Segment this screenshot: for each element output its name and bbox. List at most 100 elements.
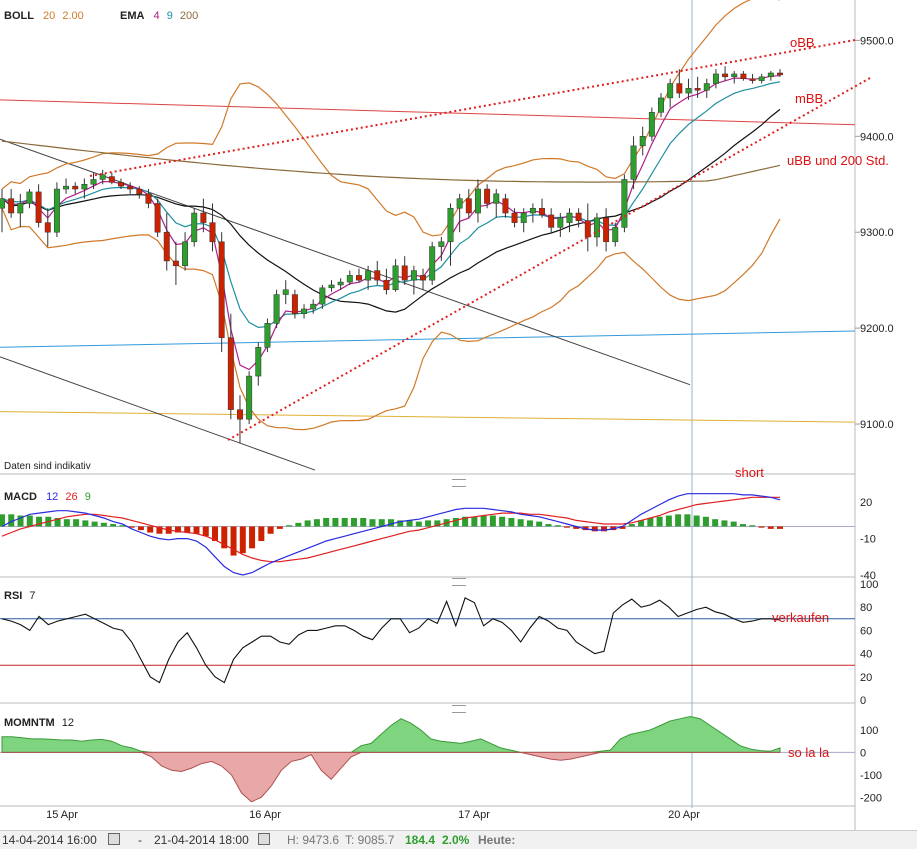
resize-handle[interactable] (452, 578, 466, 586)
candle (429, 246, 436, 281)
candle (566, 212, 573, 223)
macd-histogram-bar (369, 519, 376, 527)
candle (172, 260, 179, 267)
macd-histogram-bar (341, 517, 348, 527)
macd-histogram-bar (202, 526, 209, 537)
candle (520, 212, 527, 223)
macd-panel: 20 -10 -40 (0, 493, 876, 582)
macd-histogram-bar (471, 516, 478, 527)
candle (209, 222, 216, 243)
calendar-icon[interactable] (108, 833, 120, 848)
boll-legend: BOLL 20 2.00 (4, 10, 84, 22)
macd-histogram-bar (536, 521, 543, 527)
bollinger-middle (1, 108, 781, 313)
y-tick-label: 0 (860, 747, 866, 759)
macd-histogram-bar (82, 520, 89, 527)
macd-histogram-bar (489, 515, 496, 527)
y-tick-label: 60 (860, 625, 872, 637)
start-date: 14-04-2014 16:00 (2, 833, 97, 847)
candle (72, 185, 79, 190)
rsi-panel: 100 80 60 40 20 0 (0, 579, 878, 707)
rsi-line (1, 597, 781, 684)
momentum-positive-area (1, 715, 781, 753)
macd-histogram-bar (749, 525, 756, 527)
candle (108, 176, 115, 183)
candle (474, 188, 481, 214)
macd-histogram-bar (406, 520, 413, 527)
candle (648, 112, 655, 137)
macd-histogram-bar (36, 516, 43, 527)
candle (255, 347, 262, 377)
macd-histogram-bar (665, 515, 672, 527)
low-value: T: 9085.7 (345, 833, 395, 847)
trend-line (0, 138, 691, 386)
macd-histogram-bar (462, 516, 469, 527)
macd-legend: MACD 12 26 9 (4, 491, 91, 503)
end-date: 21-04-2014 18:00 (154, 833, 249, 847)
date-label: 20 Apr (668, 809, 700, 821)
annotation-ubb: uBB und 200 Std. (787, 153, 889, 168)
macd-histogram-bar (452, 517, 459, 527)
annotation-mbb: mBB (795, 91, 823, 106)
y-tick-label: 80 (860, 602, 872, 614)
candle (712, 73, 719, 84)
candle (328, 284, 335, 289)
candle (529, 207, 536, 214)
candle (44, 222, 51, 233)
resize-handle[interactable] (452, 705, 466, 713)
macd-histogram-bar (54, 517, 61, 527)
macd-histogram-bar (563, 526, 570, 528)
y-tick-label: 100 (860, 725, 878, 737)
macd-histogram-bar (526, 520, 533, 527)
ema-9-line (1, 81, 781, 329)
macd-histogram-bar (739, 524, 746, 527)
candle (246, 375, 253, 420)
candle (420, 275, 426, 281)
candle (722, 73, 729, 78)
candle (273, 294, 280, 324)
candle (749, 78, 756, 81)
candle (264, 323, 271, 348)
macd-histogram-bar (508, 517, 515, 527)
resize-handle[interactable] (452, 479, 466, 487)
macd-histogram-bar (258, 526, 265, 542)
candle (593, 217, 600, 238)
panel-frames (0, 0, 856, 830)
candle (392, 265, 399, 291)
candle (136, 188, 143, 195)
today-label: Heute: (478, 833, 516, 847)
candle (777, 72, 783, 76)
macd-histogram-bar (100, 522, 107, 527)
macd-histogram-bar (499, 516, 506, 527)
macd-histogram-bar (110, 524, 117, 527)
support-line (0, 411, 856, 423)
candle (346, 275, 353, 283)
candle (127, 185, 134, 190)
candle (218, 241, 225, 338)
calendar-icon[interactable] (258, 833, 270, 848)
candle (639, 136, 646, 147)
trend-line-dotted (227, 77, 871, 441)
candle (191, 212, 198, 243)
macd-histogram-bar (17, 515, 24, 527)
y-tick-label: 9300.0 (860, 227, 894, 239)
macd-histogram-bar (73, 519, 80, 527)
candle (575, 212, 582, 221)
annotation-so-la-la: so la la (788, 745, 830, 760)
y-tick-label: -100 (860, 770, 882, 782)
candle (758, 76, 765, 81)
date-label: 16 Apr (249, 809, 281, 821)
macd-histogram-bar (702, 516, 709, 527)
date-label: 15 Apr (46, 809, 78, 821)
candle (99, 174, 106, 180)
candle (90, 179, 97, 185)
candle (621, 179, 628, 228)
candle (81, 183, 88, 190)
macd-histogram-bar (777, 526, 783, 529)
macd-histogram-bar (304, 520, 311, 527)
candle (365, 270, 372, 281)
bollinger-lower (1, 207, 781, 431)
macd-histogram-bar (388, 519, 394, 527)
macd-histogram-bar (221, 526, 228, 549)
